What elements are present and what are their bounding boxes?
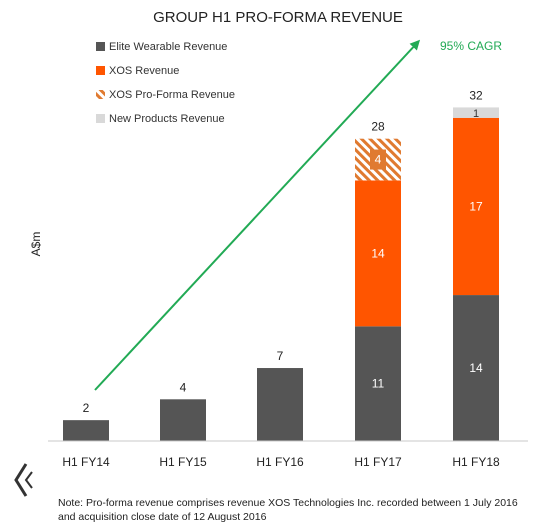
x-tick-label: H1 FY17 bbox=[354, 455, 402, 469]
legend-swatch bbox=[96, 66, 105, 75]
footnote-line-2: and acquisition close date of 12 August … bbox=[58, 511, 267, 523]
bar-segment bbox=[453, 107, 499, 118]
cagr-arrow bbox=[94, 39, 421, 391]
legend-swatch bbox=[96, 114, 105, 123]
legend-label: XOS Revenue bbox=[109, 65, 179, 77]
bars bbox=[63, 107, 499, 441]
cagr-annotation: 95% CAGR bbox=[440, 39, 502, 53]
bar-segment bbox=[355, 326, 401, 441]
footnote: Note: Pro-forma revenue comprises revenu… bbox=[58, 496, 548, 524]
legend-label: XOS Pro-Forma Revenue bbox=[109, 89, 235, 101]
segment-label: 14 bbox=[469, 361, 483, 375]
bar-segment bbox=[257, 368, 303, 441]
legend-label: Elite Wearable Revenue bbox=[109, 41, 227, 53]
bar-segment bbox=[453, 295, 499, 441]
total-label: 7 bbox=[277, 349, 284, 363]
legend-swatch bbox=[96, 42, 105, 51]
segment-label: 1 bbox=[473, 108, 479, 120]
revenue-chart: GROUP H1 PRO-FORMA REVENUE A$m Elite Wea… bbox=[29, 9, 528, 469]
bar-segment bbox=[355, 180, 401, 327]
label-box bbox=[370, 149, 386, 170]
x-tick-label: H1 FY18 bbox=[452, 455, 500, 469]
footnote-line-1: Note: Pro-forma revenue comprises revenu… bbox=[58, 497, 518, 509]
chart-title: GROUP H1 PRO-FORMA REVENUE bbox=[153, 9, 403, 26]
total-label: 2 bbox=[83, 401, 90, 415]
total-label: 28 bbox=[371, 120, 385, 134]
legend-label: New Products Revenue bbox=[109, 113, 225, 125]
x-tick-label: H1 FY14 bbox=[62, 455, 110, 469]
y-axis-label: A$m bbox=[29, 232, 43, 257]
x-tick-label: H1 FY15 bbox=[159, 455, 207, 469]
legend: Elite Wearable Revenue XOS Revenue XOS Pro… bbox=[96, 41, 235, 125]
bar-segment bbox=[63, 420, 109, 441]
company-logo-icon bbox=[14, 463, 33, 497]
x-axis-ticks: H1 FY14 H1 FY15 H1 FY16 H1 FY17 H1 FY18 bbox=[62, 455, 500, 469]
bar-segment bbox=[453, 117, 499, 296]
total-label: 32 bbox=[469, 88, 483, 102]
total-label: 4 bbox=[180, 380, 187, 394]
segment-label: 4 bbox=[375, 153, 382, 167]
bar-segment bbox=[160, 399, 206, 441]
segment-label: 11 bbox=[372, 377, 385, 391]
segment-label: 17 bbox=[469, 199, 483, 213]
data-labels: 2 4 7 11 14 4 28 14 17 1 32 bbox=[83, 88, 483, 415]
legend-swatch bbox=[96, 90, 105, 99]
x-tick-label: H1 FY16 bbox=[256, 455, 304, 469]
segment-label: 14 bbox=[371, 246, 385, 260]
